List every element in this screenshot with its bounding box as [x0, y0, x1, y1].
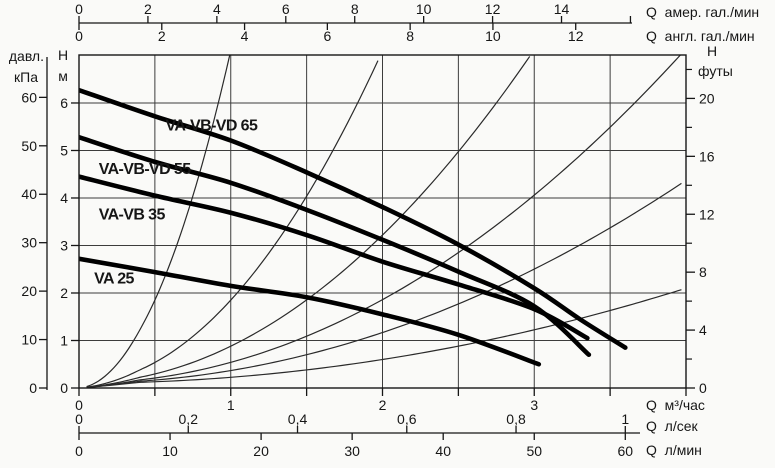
system-curve-k0.125: [86, 289, 682, 388]
axis-unit-imp-gpm: Q англ. гал./мин: [646, 28, 755, 44]
pump-curves: [79, 87, 628, 367]
tick-label: 1: [227, 397, 235, 413]
tick-label: 2: [144, 1, 152, 17]
tick-label: 10: [416, 1, 432, 17]
tick-label: 30: [21, 235, 37, 251]
tick-label: 6: [60, 95, 68, 111]
tick-label: 0,4: [288, 411, 308, 427]
tick-label: 20: [21, 283, 37, 299]
system-curves: [86, 55, 682, 388]
tick-label: 20: [253, 443, 269, 459]
chart-grid: [79, 55, 686, 388]
tick-label: 40: [21, 186, 37, 202]
tick-label: 0,2: [179, 411, 199, 427]
system-curve-k1.75: [86, 60, 379, 388]
tick-label: 50: [21, 138, 37, 154]
system-curve-k0.267: [86, 182, 682, 388]
tick-label: 12: [485, 1, 501, 17]
tick-label: 14: [554, 1, 570, 17]
tick-label: 0: [75, 28, 83, 44]
pump-curve-VA-VB-VD-55: [79, 134, 592, 358]
tick-label: 2: [158, 28, 166, 44]
axis-header-footy: футы: [698, 63, 733, 79]
tick-label: 0: [75, 443, 83, 459]
curve-label: VA-VB 35: [99, 206, 166, 223]
tick-label: 0: [75, 1, 83, 17]
tick-label: 0: [60, 380, 68, 396]
tick-label: 0,8: [506, 411, 526, 427]
curve-label: VA 25: [94, 270, 134, 287]
tick-label: 12: [568, 28, 584, 44]
tick-label: 20: [699, 90, 715, 106]
tick-label: 4: [241, 28, 249, 44]
tick-label: 60: [21, 89, 37, 105]
tick-label: 1: [621, 411, 629, 427]
tick-label: 3: [60, 237, 68, 253]
curve-label: VA-VB-VD 55: [99, 161, 191, 178]
pump-curve-VA-VB-VD-65: [79, 87, 628, 350]
tick-label: 4: [699, 322, 707, 338]
tick-label: 3: [530, 397, 538, 413]
tick-label: 0: [29, 380, 37, 396]
axis-unit-us-gpm: Q амер. гал./мин: [646, 4, 759, 20]
tick-label: 50: [526, 443, 542, 459]
tick-label: 12: [699, 206, 715, 222]
tick-label: 2: [60, 285, 68, 301]
tick-label: 60: [618, 443, 634, 459]
axis-header-h-right: H: [707, 43, 717, 59]
pump-curve-labels: VA-VB-VD 65 VA-VB-VD 55 VA-VB 35 VA 25: [94, 118, 258, 288]
tick-label: 5: [60, 142, 68, 158]
tick-label: 6: [323, 28, 331, 44]
tick-label: 40: [435, 443, 451, 459]
axis-header-h-left: H: [58, 47, 68, 63]
tick-label: 0: [75, 411, 83, 427]
tick-label: 16: [699, 148, 715, 164]
tick-label: 8: [699, 264, 707, 280]
tick-label: 4: [213, 1, 221, 17]
tick-label: 0: [75, 397, 83, 413]
tick-label: 4: [60, 190, 68, 206]
system-curve-k7: [86, 55, 231, 388]
axis-unit-lmin: Q л/мин: [646, 442, 702, 458]
tick-label: 8: [351, 1, 359, 17]
axis-header-m: м: [58, 68, 68, 84]
tick-label: 2: [379, 397, 387, 413]
axis-unit-m3h: Q м³/час: [646, 397, 705, 413]
tick-label: 10: [485, 28, 501, 44]
system-curve-k0.44: [86, 55, 682, 388]
tick-label: 6: [282, 1, 290, 17]
tick-label: 0,6: [397, 411, 417, 427]
tick-label: 10: [21, 332, 37, 348]
tick-label: 8: [406, 28, 414, 44]
pump-curve-VA-25: [79, 256, 542, 367]
axis-unit-ls: Q л/сек: [646, 418, 699, 434]
tick-label: 0: [699, 380, 707, 396]
axis-header-kpa: кПа: [14, 69, 38, 85]
tick-label: 10: [162, 443, 178, 459]
curve-label: VA-VB-VD 65: [165, 118, 257, 135]
tick-label: 30: [344, 443, 360, 459]
axis-m3h: 0 1 2 3 Q м³/час: [75, 388, 705, 413]
axis-header-davl: давл.: [9, 48, 44, 64]
pump-curve-VA-VB-35: [79, 174, 590, 341]
axis-kpa: 0 10 20 30 40 50 60 давл. кПа: [9, 48, 48, 396]
tick-label: 1: [60, 332, 68, 348]
axis-metres: 0 1 2 3 4 5 6 Hм: [58, 47, 79, 396]
